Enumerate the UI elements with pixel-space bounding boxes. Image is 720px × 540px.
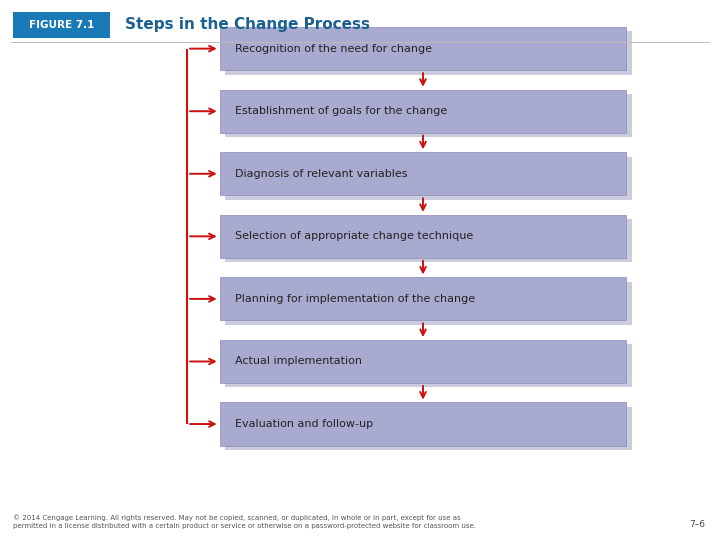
Text: Actual implementation: Actual implementation <box>235 356 362 367</box>
Text: 7–6: 7–6 <box>690 520 706 529</box>
Text: FIGURE 7.1: FIGURE 7.1 <box>29 20 94 30</box>
Text: Establishment of goals for the change: Establishment of goals for the change <box>235 106 448 116</box>
FancyBboxPatch shape <box>225 94 632 137</box>
Text: Selection of appropriate change technique: Selection of appropriate change techniqu… <box>235 231 474 241</box>
Text: Diagnosis of relevant variables: Diagnosis of relevant variables <box>235 169 408 179</box>
FancyBboxPatch shape <box>220 27 626 70</box>
Text: © 2014 Cengage Learning. All rights reserved. May not be copied, scanned, or dup: © 2014 Cengage Learning. All rights rese… <box>13 515 476 529</box>
FancyBboxPatch shape <box>220 402 626 446</box>
Text: Evaluation and follow-up: Evaluation and follow-up <box>235 419 374 429</box>
FancyBboxPatch shape <box>220 278 626 320</box>
FancyBboxPatch shape <box>225 31 632 75</box>
FancyBboxPatch shape <box>225 345 632 387</box>
FancyBboxPatch shape <box>13 12 110 38</box>
FancyBboxPatch shape <box>225 407 632 450</box>
FancyBboxPatch shape <box>225 157 632 200</box>
Text: Recognition of the need for change: Recognition of the need for change <box>235 44 433 53</box>
FancyBboxPatch shape <box>220 152 626 195</box>
Text: Planning for implementation of the change: Planning for implementation of the chang… <box>235 294 476 304</box>
FancyBboxPatch shape <box>220 340 626 383</box>
FancyBboxPatch shape <box>225 282 632 325</box>
FancyBboxPatch shape <box>220 90 626 133</box>
Text: Steps in the Change Process: Steps in the Change Process <box>125 17 369 32</box>
FancyBboxPatch shape <box>225 219 632 262</box>
FancyBboxPatch shape <box>220 215 626 258</box>
